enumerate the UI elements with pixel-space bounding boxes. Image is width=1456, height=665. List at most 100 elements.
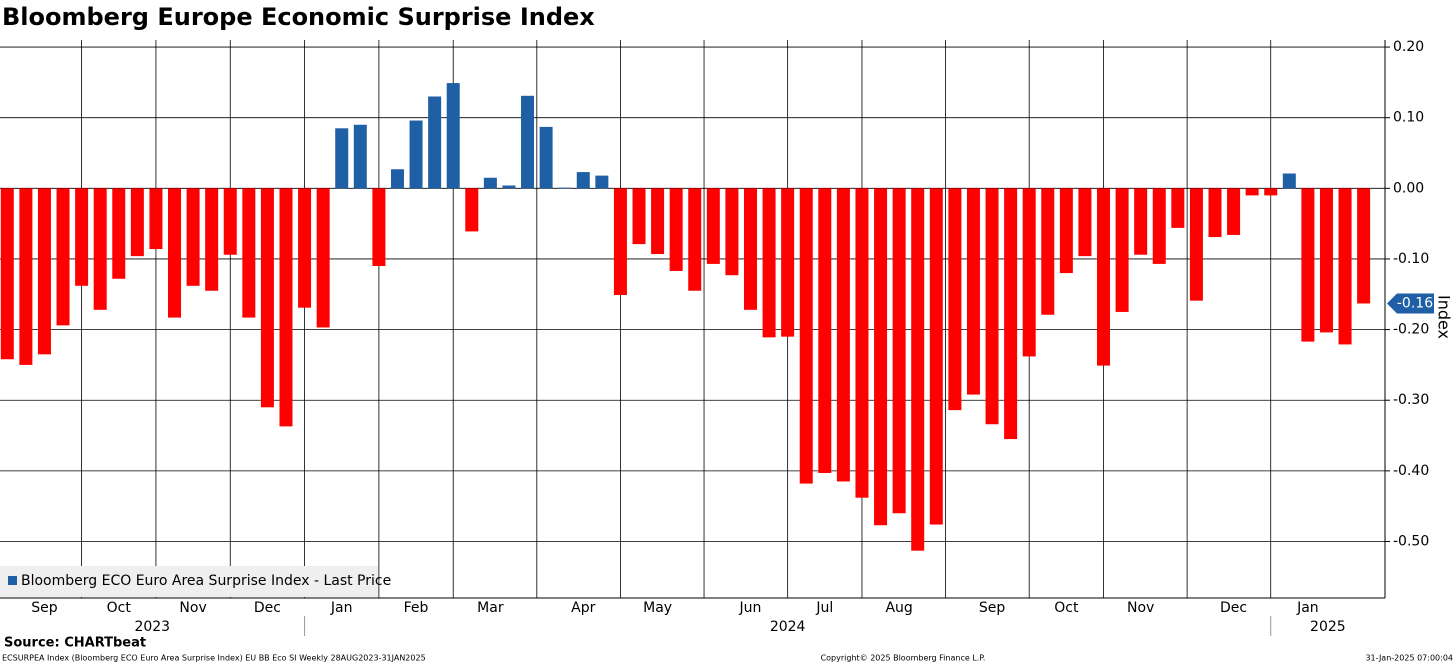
bar [335,128,349,189]
legend-swatch [8,576,17,585]
bar [112,188,126,279]
y-tick-label: -0.50 [1393,533,1429,549]
y-tick-label: -0.30 [1393,392,1429,408]
bar [539,126,553,189]
bar [242,188,256,318]
year-label: 2024 [770,619,806,635]
bar [1152,188,1166,264]
bar [743,188,757,310]
bar [205,188,219,291]
y-tick-label: -0.10 [1393,251,1429,267]
bar [75,188,89,286]
bar [669,188,683,271]
bar [1097,188,1111,366]
x-tick-label: Dec [254,600,281,616]
bar [966,188,980,395]
x-tick-label: Jan [1296,600,1319,616]
bar [93,188,107,310]
x-tick-label: Apr [571,600,595,616]
bar [279,188,293,427]
bar [1301,188,1315,342]
bar [595,175,609,189]
bar [1059,188,1073,274]
bar [37,188,51,355]
x-tick-label: Oct [1054,600,1079,616]
bar [1022,188,1036,357]
x-tick-label: Nov [1127,600,1154,616]
x-tick-label: Sep [31,600,58,616]
y-tick-label: 0.20 [1393,39,1424,55]
bar [1282,173,1296,189]
y-tick-label: 0.00 [1393,180,1424,196]
bar [1189,188,1203,301]
year-label: 2023 [134,619,170,635]
legend-label: Bloomberg ECO Euro Area Surprise Index -… [21,573,391,589]
bar [56,188,70,326]
bar [1078,188,1092,257]
bar [781,188,795,337]
x-tick-label: Mar [477,600,504,616]
bar [1357,188,1371,304]
x-tick-label: Jun [739,600,762,616]
bar [558,187,572,189]
bar [483,177,497,189]
bar [502,185,516,189]
bar [836,188,850,482]
bar [651,188,665,255]
bar [465,188,479,232]
x-tick-label: Dec [1220,600,1247,616]
x-tick-label: Jul [815,600,833,616]
bar [0,188,14,360]
bar [1115,188,1129,312]
bar [688,188,702,291]
bar [948,188,962,411]
bar [1227,188,1241,235]
bar [316,188,330,328]
bar [1245,188,1259,196]
bar [818,188,832,473]
bar [613,188,627,295]
bar [1338,188,1352,345]
bar [1171,188,1185,228]
bar [298,188,312,308]
bar [446,83,460,189]
x-tick-label: Jan [330,600,353,616]
bar [260,188,274,408]
source: Source: CHARTbeat [4,636,146,651]
bar [521,95,535,189]
bar [892,188,906,514]
bar [632,188,646,245]
bar [1041,188,1055,315]
bar [409,120,423,189]
x-tick-label: Sep [979,600,1006,616]
y-tick-label: -0.40 [1393,463,1429,479]
bar [1319,188,1333,333]
y-tick-label: 0.10 [1393,110,1424,126]
bar [353,124,367,189]
bar [223,188,237,255]
x-tick-label: Feb [404,600,429,616]
bar [576,172,590,189]
bar [911,188,925,551]
chart-title: Bloomberg Europe Economic Surprise Index [2,3,595,31]
legend-box [0,566,378,597]
bar [149,188,163,250]
y-axis-label: Index [1435,295,1454,339]
bar [725,188,739,276]
bar [390,169,404,189]
bar [130,188,144,257]
last-value-label: -0.16 [1397,295,1433,311]
bar [799,188,813,484]
y-tick-label: -0.20 [1393,322,1429,338]
footer-center: Copyright© 2025 Bloomberg Finance L.P. [821,654,986,663]
bar [855,188,869,498]
bar [1004,188,1018,440]
footer-left: ECSURPEA Index (Bloomberg ECO Euro Area … [2,654,426,663]
bar [1208,188,1222,238]
bar [762,188,776,338]
bar [19,188,33,365]
last-value-tag [1387,293,1434,314]
x-tick-label: Aug [885,600,912,616]
x-tick-label: Nov [179,600,206,616]
